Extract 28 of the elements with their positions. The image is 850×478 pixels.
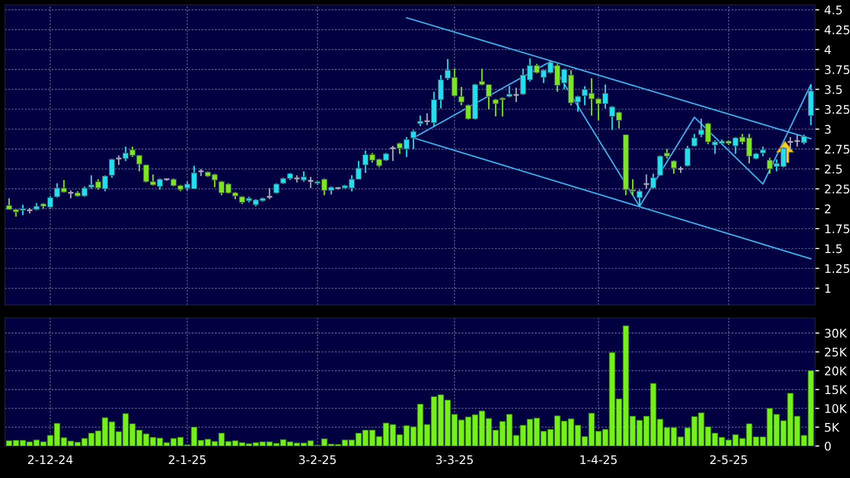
x-tick-label: 3-2-25 (299, 455, 336, 464)
y-tick-label: 3.5 (824, 85, 842, 94)
y-tick-label: 15K (825, 385, 848, 394)
y-tick-label: 3.25 (824, 104, 850, 114)
x-tick-label: 1-4-25 (580, 455, 617, 464)
y-tick-label: 2.5 (824, 164, 842, 174)
x-tick-label: 2-5-25 (710, 455, 747, 464)
y-tick-label: 4.25 (824, 25, 850, 34)
y-tick-label: 3.75 (824, 65, 850, 74)
y-tick-label: 1.75 (825, 224, 850, 234)
x-tick-label: 3-3-25 (436, 455, 473, 464)
y-tick-label: 30K (824, 328, 848, 338)
x-tick-label: 2-1-25 (168, 455, 206, 464)
y-tick-label: 1.5 (825, 244, 842, 254)
y-tick-label: 20K (824, 366, 848, 376)
y-tick-label: 3 (824, 124, 831, 134)
y-tick-label: 2.25 (824, 184, 850, 194)
x-tick-label: 2-12-24 (28, 455, 73, 464)
y-tick-label: 0 (824, 442, 831, 451)
y-tick-label: 2 (824, 204, 830, 214)
y-tick-label: 10K (825, 404, 848, 414)
y-tick-label: 1.25 (825, 264, 850, 274)
y-tick-label: 5K (824, 423, 840, 432)
y-tick-label: 4 (824, 45, 831, 54)
y-tick-label: 25K (824, 348, 848, 357)
y-tick-label: 1 (825, 284, 830, 293)
y-tick-label: 4.5 (824, 6, 842, 14)
y-tick-label: 2.75 (824, 144, 850, 154)
